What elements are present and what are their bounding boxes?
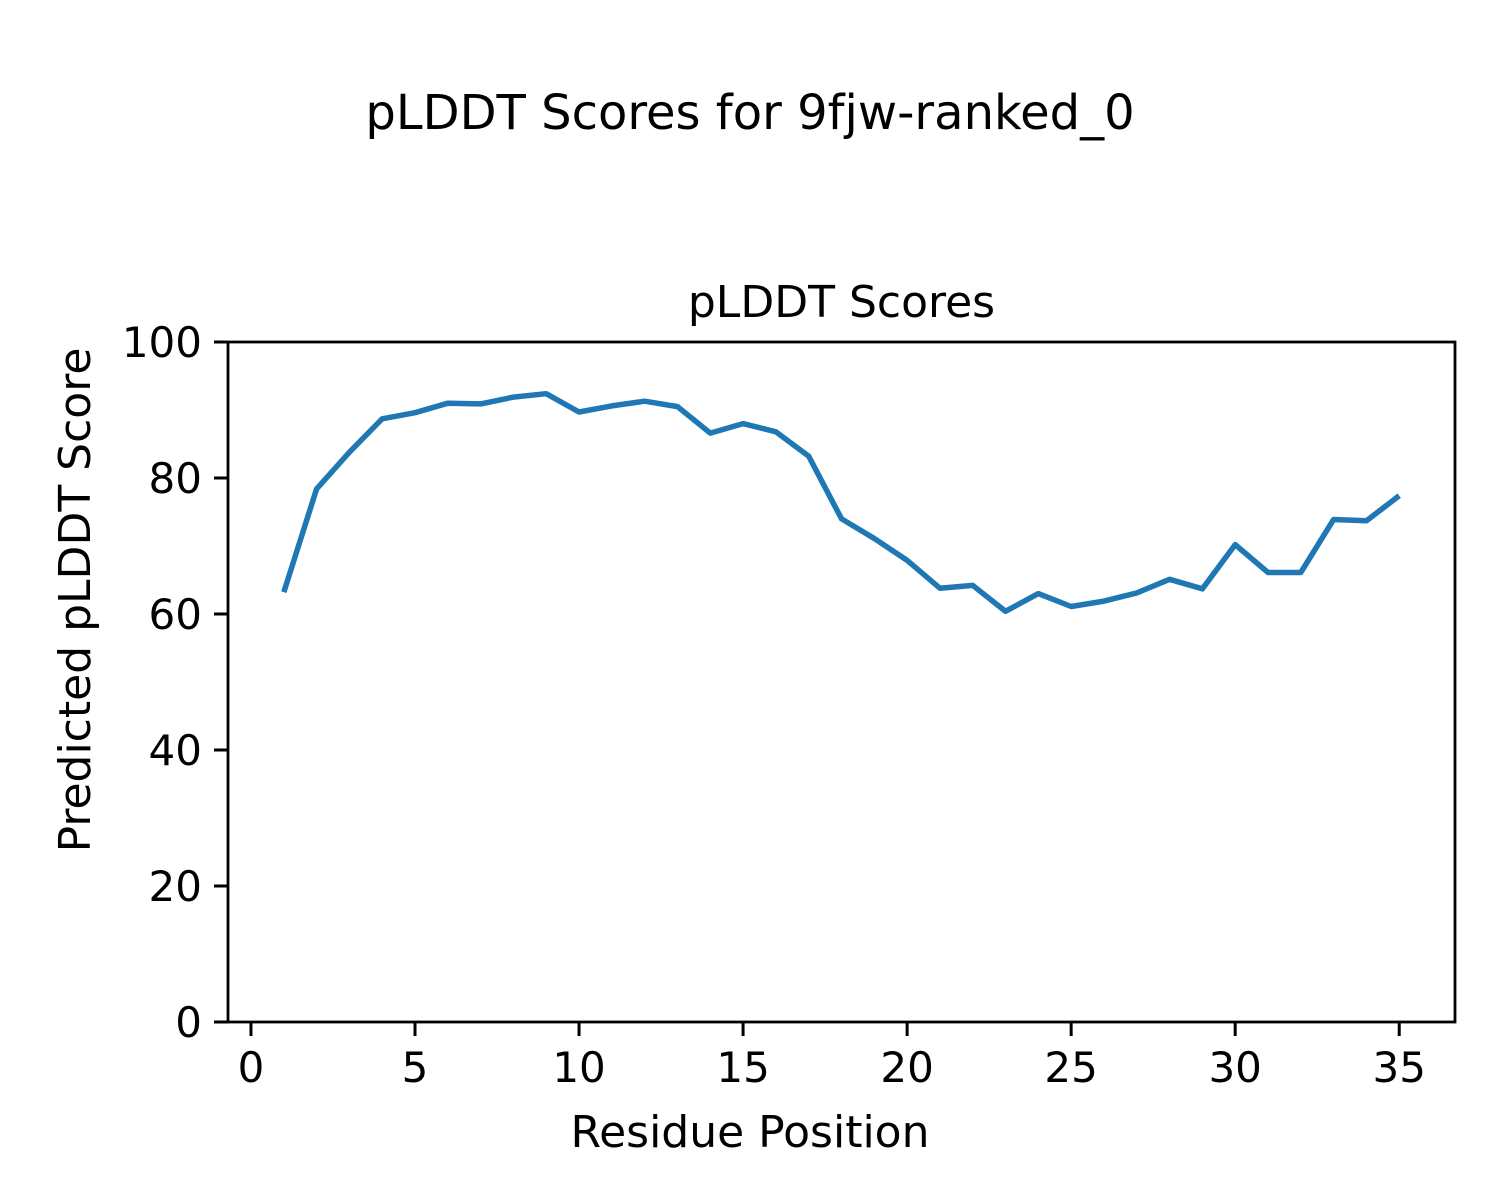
figure-suptitle: pLDDT Scores for 9fjw-ranked_0	[365, 85, 1135, 141]
axes-title: pLDDT Scores	[687, 277, 996, 328]
x-axis-label: Residue Position	[570, 1107, 930, 1158]
x-tick-label: 5	[402, 1043, 429, 1092]
x-tick-label: 30	[1208, 1043, 1261, 1092]
x-tick-label: 25	[1044, 1043, 1097, 1092]
y-tick-label: 40	[149, 726, 202, 775]
y-tick-label: 100	[122, 318, 202, 367]
y-tick-label: 20	[149, 862, 202, 911]
plot-border	[226, 340, 1457, 1024]
x-tick-label: 20	[880, 1043, 933, 1092]
y-tick-label: 80	[149, 454, 202, 503]
x-tick-label: 10	[552, 1043, 605, 1092]
x-tick-label: 0	[238, 1043, 265, 1092]
y-tick-label: 60	[149, 590, 202, 639]
y-tick-label: 0	[175, 998, 202, 1047]
x-tick-label: 15	[716, 1043, 769, 1092]
plddt-line	[281, 390, 1401, 615]
x-tick-label: 35	[1373, 1043, 1426, 1092]
y-axis-label: Predicted pLDDT Score	[49, 347, 101, 853]
